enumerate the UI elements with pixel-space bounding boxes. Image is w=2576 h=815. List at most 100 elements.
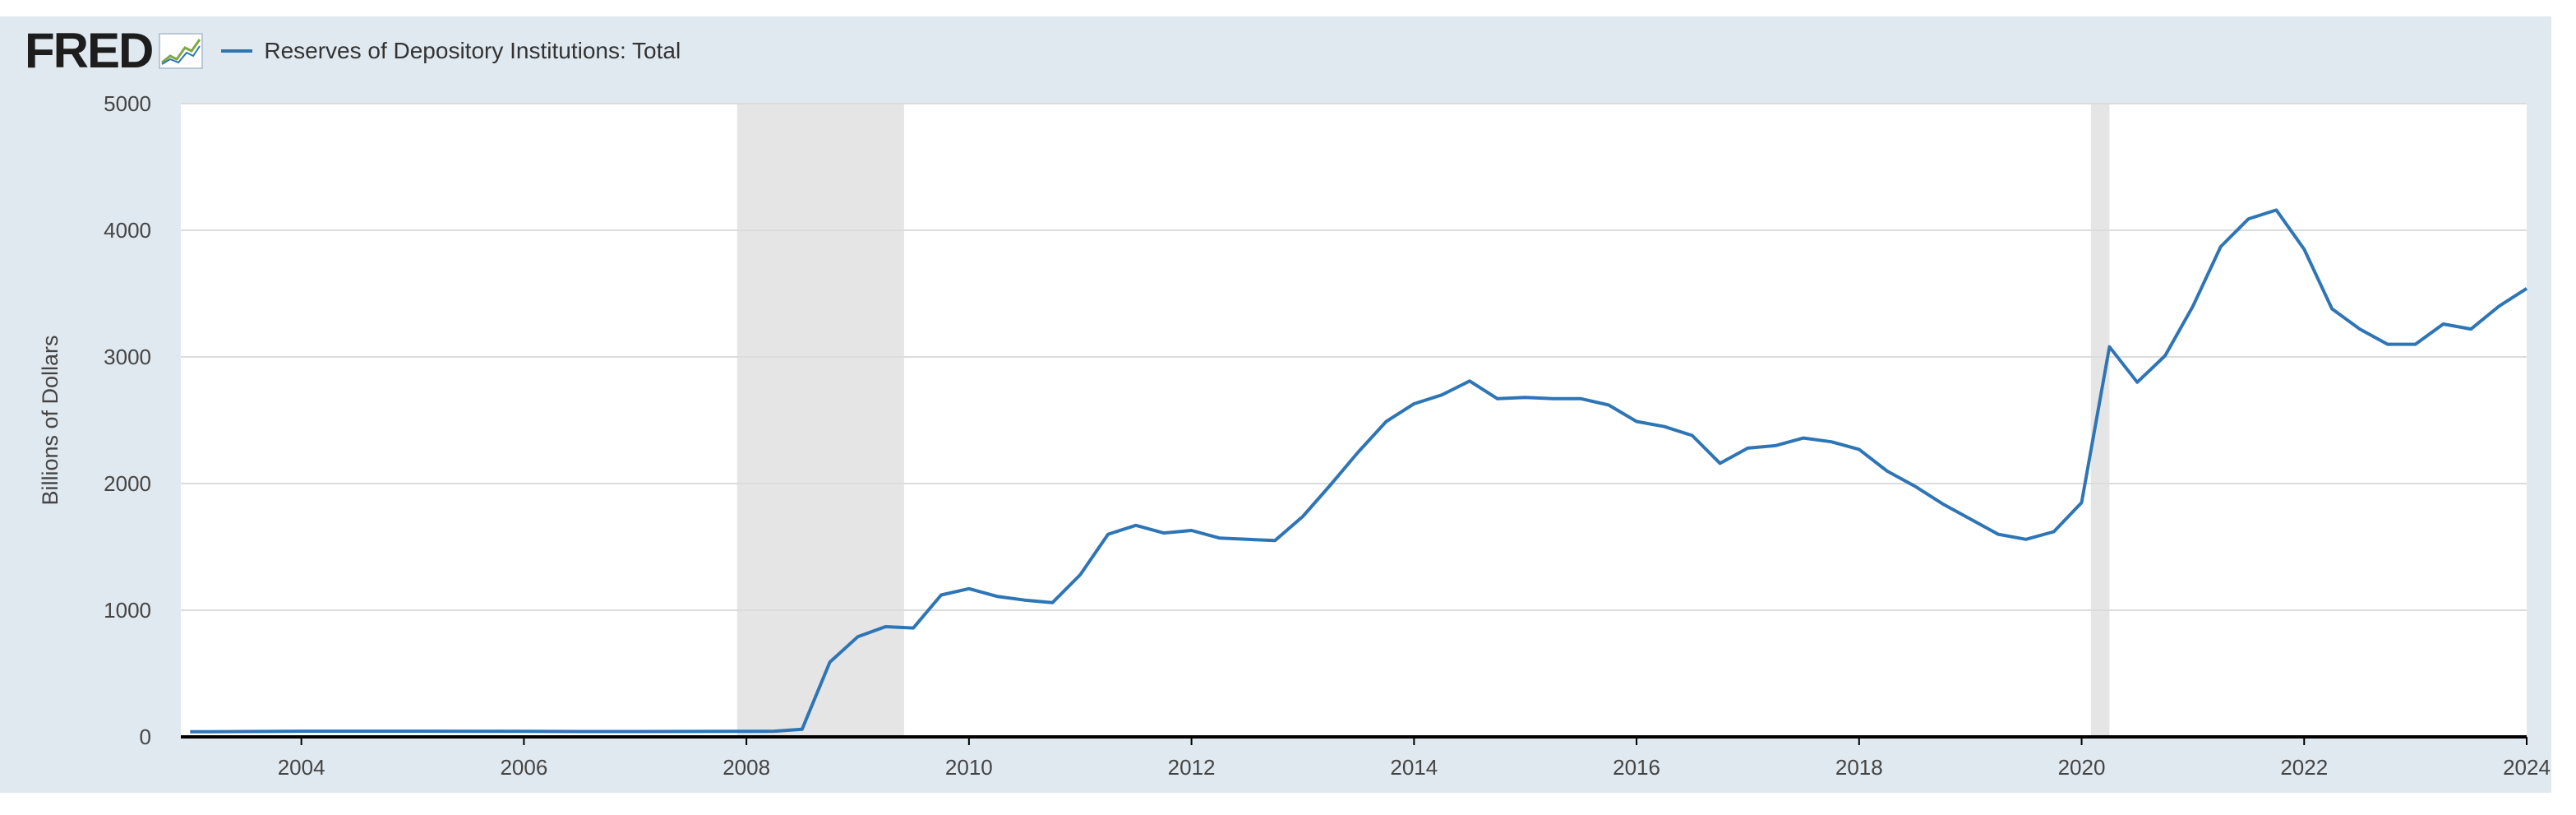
data-point <box>1801 436 1806 441</box>
data-point <box>2524 286 2529 291</box>
y-axis-label: Billions of Dollars <box>38 335 62 505</box>
data-point <box>995 594 999 599</box>
data-point <box>299 729 304 734</box>
y-tick-label: 3000 <box>104 345 151 369</box>
data-point <box>1133 523 1138 528</box>
data-point <box>688 729 693 734</box>
x-tick-label: 2020 <box>2058 755 2106 780</box>
data-point <box>1328 483 1333 488</box>
data-point <box>1551 396 1556 401</box>
data-point <box>1662 424 1667 429</box>
data-point <box>410 729 415 734</box>
legend-label: Reserves of Depository Institutions: Tot… <box>264 38 681 63</box>
data-point <box>1940 502 1945 507</box>
y-tick-label: 4000 <box>104 218 151 243</box>
line-chart: 0 1000 2000 3000 4000 5000 2004 2006 2008 2010 201… <box>38 91 2551 780</box>
data-point <box>1996 532 2001 537</box>
data-point <box>1912 484 1917 489</box>
data-point <box>2413 342 2418 347</box>
x-tick-label: 2022 <box>2280 755 2328 780</box>
data-point <box>2191 303 2195 308</box>
chart-legend: Reserves of Depository Institutions: Tot… <box>221 38 681 64</box>
y-tick-label: 0 <box>140 725 151 749</box>
data-point <box>1606 403 1611 408</box>
data-point <box>939 593 944 598</box>
x-tick-label: 2018 <box>1835 755 1883 780</box>
x-tick-label: 2006 <box>500 755 547 780</box>
data-point <box>1634 419 1639 424</box>
data-point <box>1578 396 1583 401</box>
data-point <box>2496 303 2501 308</box>
data-point <box>1356 450 1361 455</box>
data-point <box>1885 469 1890 474</box>
data-point <box>1690 433 1695 438</box>
x-tick-label: 2014 <box>1390 755 1438 780</box>
fred-logo[interactable]: FRED <box>25 23 154 78</box>
data-point <box>1439 392 1444 397</box>
data-point <box>2468 326 2473 331</box>
plot-area <box>181 104 2527 737</box>
data-point <box>1773 443 1778 448</box>
x-tick-label: 2024 <box>2503 755 2551 780</box>
data-point <box>2052 530 2057 535</box>
line-chart-icon <box>159 33 204 69</box>
data-point <box>967 586 972 591</box>
y-tick-label: 2000 <box>104 471 151 496</box>
series-line <box>190 208 2528 734</box>
data-point <box>2107 345 2112 350</box>
data-point <box>1968 516 1973 521</box>
data-point <box>2080 500 2084 505</box>
data-point <box>1745 446 1750 451</box>
data-point <box>1383 419 1388 424</box>
data-point <box>1523 395 1528 400</box>
data-point <box>2440 322 2445 326</box>
x-tick-label: 2008 <box>722 755 770 780</box>
data-point <box>1050 600 1055 605</box>
data-point <box>1857 447 1862 451</box>
data-point <box>2218 244 2223 249</box>
data-point <box>2357 326 2362 331</box>
data-point <box>577 729 582 734</box>
x-tick-label: 2004 <box>278 755 325 780</box>
recession-band <box>2090 104 2110 737</box>
data-point <box>1495 396 1500 401</box>
data-point <box>1106 532 1110 537</box>
data-point <box>1078 572 1083 577</box>
x-tick-label: 2012 <box>1168 755 1216 780</box>
data-point <box>1829 439 1834 444</box>
data-point <box>1189 528 1194 533</box>
data-point <box>187 729 192 734</box>
chart-frame: 0 1000 2000 3000 4000 5000 2004 2006 2008 2010 201… <box>0 16 2551 793</box>
recession-band <box>736 104 904 737</box>
data-point <box>2329 306 2334 311</box>
chart-header: FRED Reserves of Depository Institutions… <box>25 26 681 76</box>
data-point <box>911 626 916 631</box>
data-point <box>2301 247 2306 252</box>
data-point <box>243 729 248 734</box>
y-tick-label: 5000 <box>104 91 151 116</box>
y-tick-label: 1000 <box>104 598 151 623</box>
data-point <box>2246 216 2251 221</box>
data-point <box>1411 401 1416 406</box>
data-point <box>1244 537 1249 542</box>
data-point <box>1467 378 1472 383</box>
data-point <box>633 729 638 734</box>
data-point <box>800 727 805 732</box>
data-point <box>1161 530 1166 535</box>
data-point <box>855 634 860 639</box>
data-point <box>1718 461 1723 465</box>
data-point <box>883 624 888 629</box>
data-point <box>2274 207 2278 212</box>
x-tick-label: 2010 <box>945 755 993 780</box>
data-point <box>2163 353 2167 358</box>
data-point <box>2135 380 2140 385</box>
data-point <box>2385 342 2390 347</box>
x-tick-label: 2016 <box>1613 755 1660 780</box>
legend-swatch <box>221 49 253 53</box>
data-point <box>1023 598 1027 603</box>
data-point <box>828 660 833 665</box>
data-point <box>1300 514 1305 519</box>
data-point <box>1272 538 1277 543</box>
data-point <box>1216 535 1221 540</box>
data-point <box>521 729 526 734</box>
